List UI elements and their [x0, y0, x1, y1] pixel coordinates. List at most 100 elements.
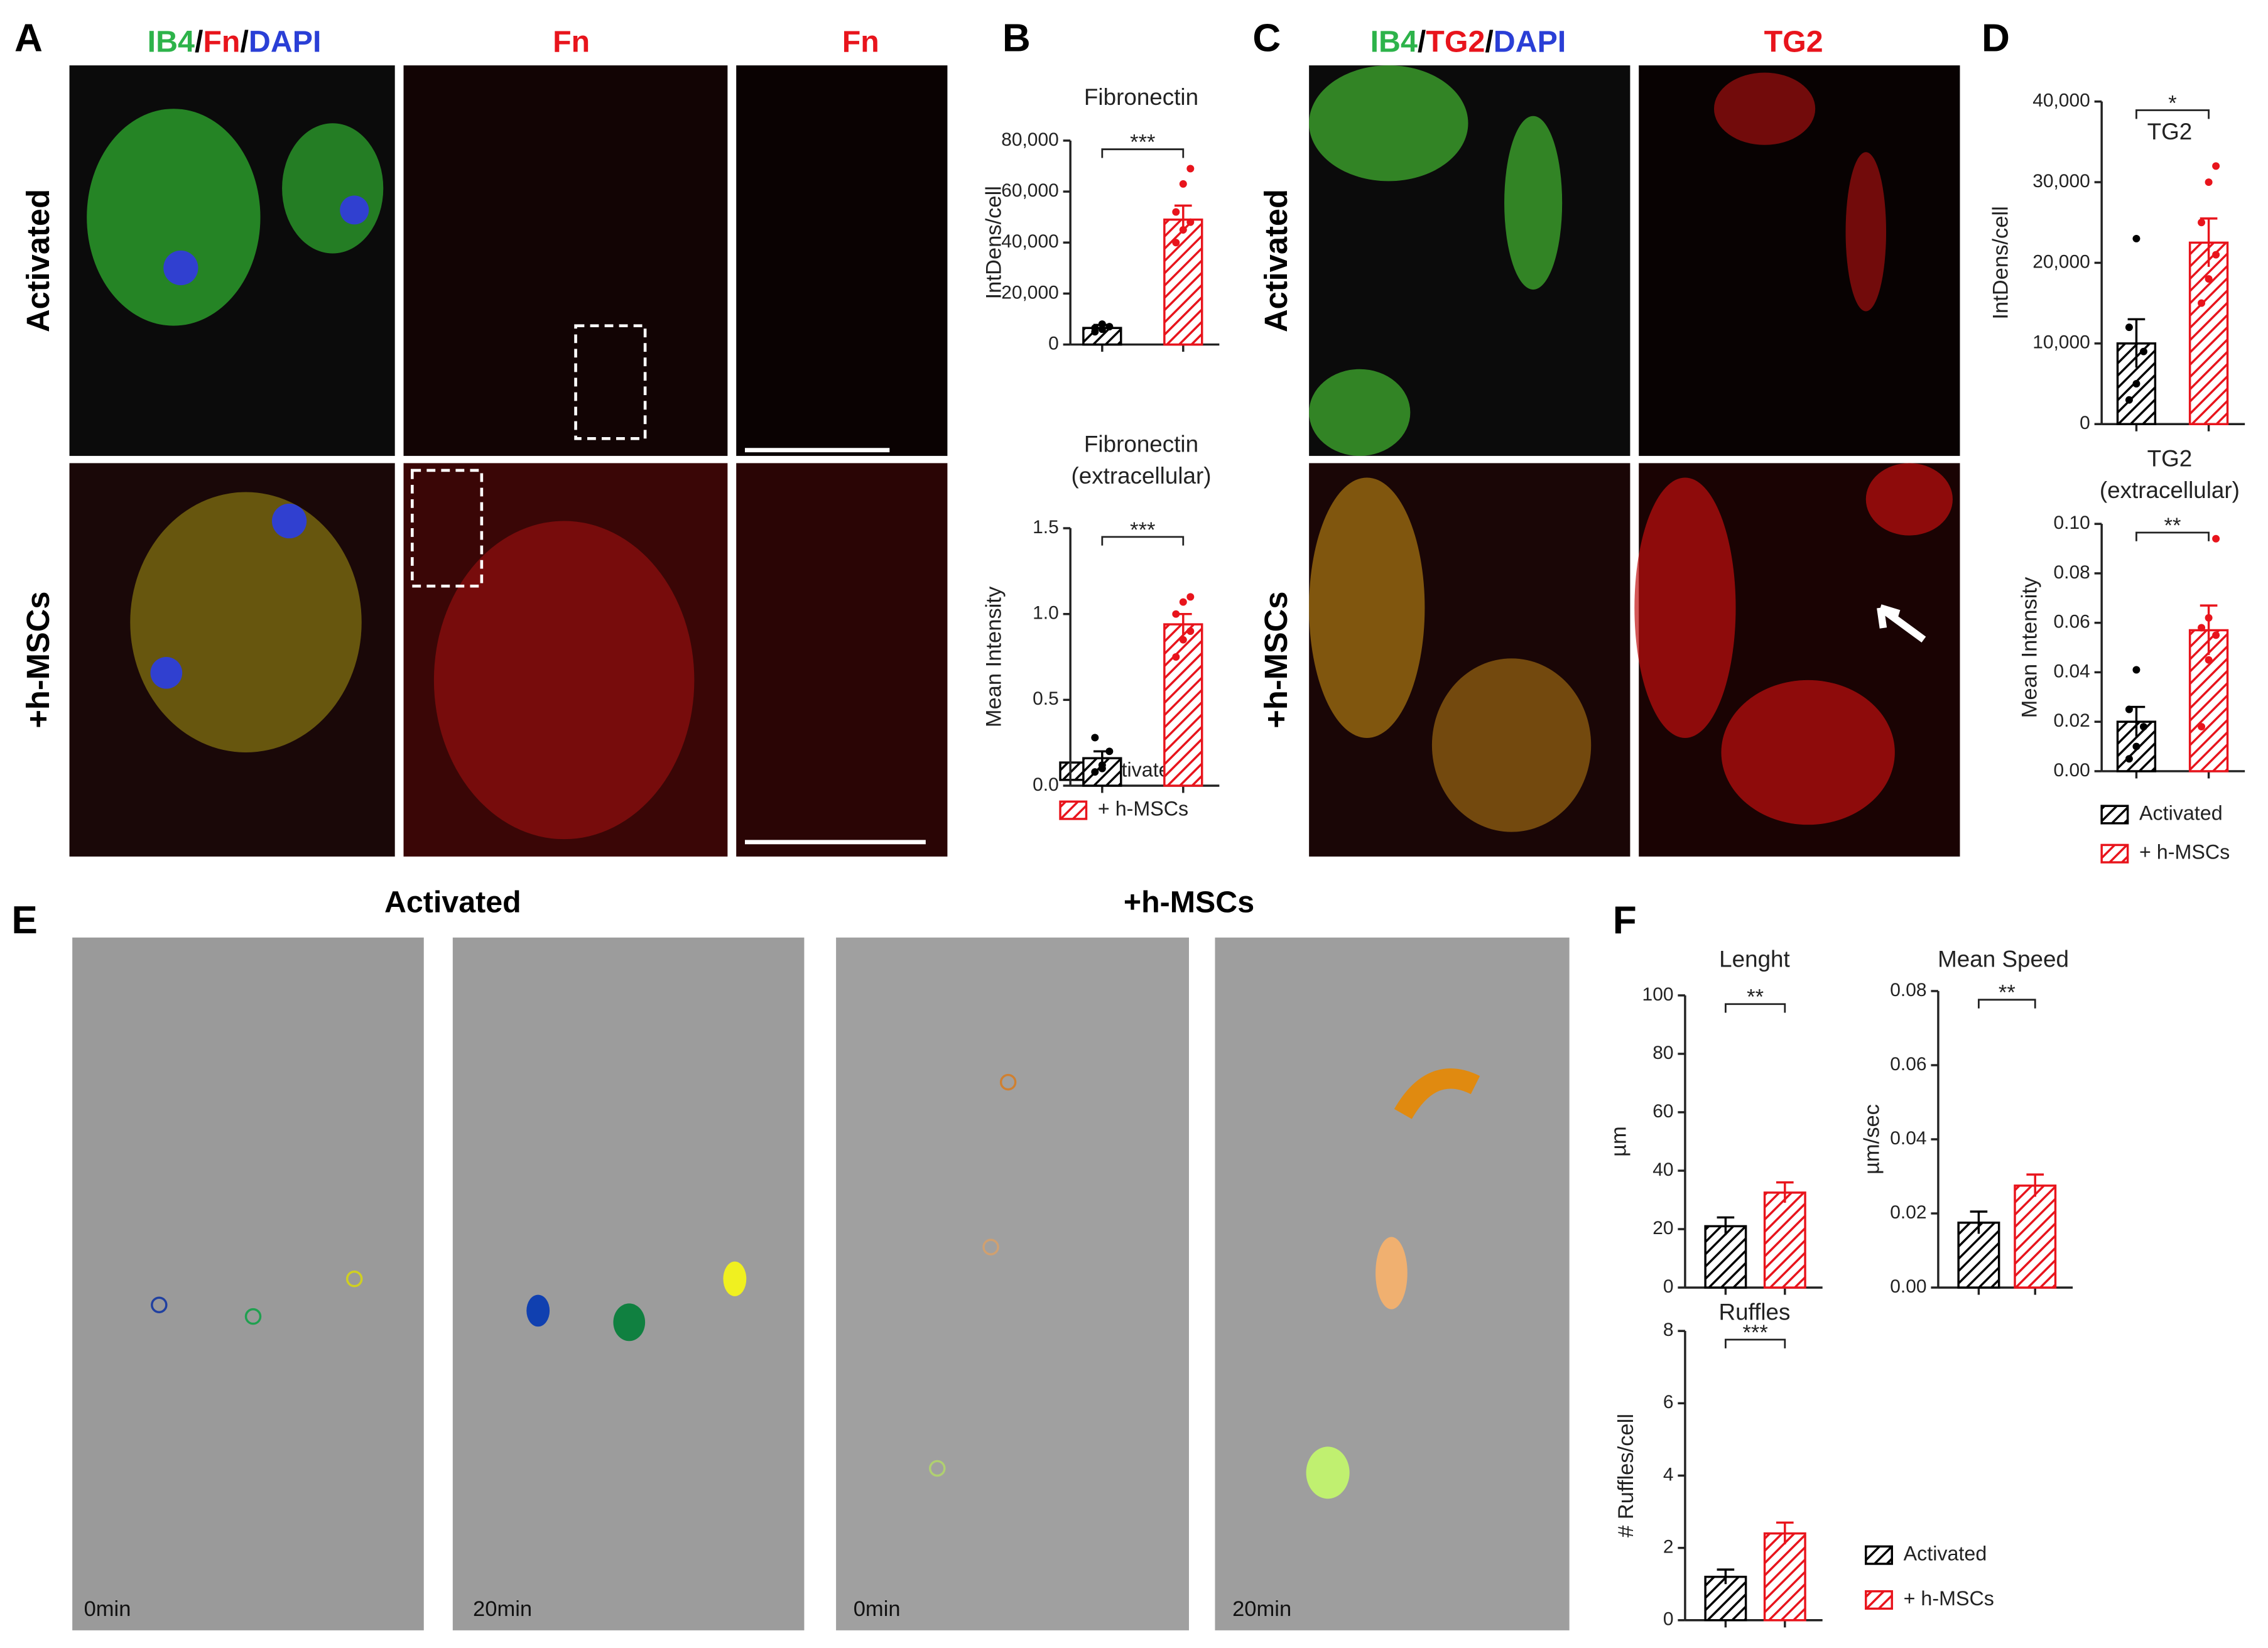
data-point	[1105, 747, 1114, 756]
chart-title: TG2	[2147, 119, 2193, 144]
data-point	[2198, 219, 2206, 227]
data-point	[2212, 534, 2220, 543]
data-point	[2132, 380, 2140, 388]
y-tick-label: 0.08	[1890, 980, 1926, 1000]
panel-letter: D	[1982, 16, 2010, 60]
chart-title: Lenght	[1719, 946, 1790, 972]
y-tick-label: 0.08	[2053, 562, 2090, 583]
data-point	[1098, 764, 1106, 772]
y-tick-label: 8	[1663, 1320, 1674, 1340]
cell	[1309, 65, 1468, 182]
data-point	[1105, 323, 1114, 331]
cell	[1431, 658, 1592, 832]
track	[1394, 1068, 1480, 1120]
bar	[2188, 241, 2229, 425]
legend-swatch	[1059, 800, 1088, 820]
cell	[1634, 477, 1736, 738]
y-tick-label: 0.00	[2053, 760, 2090, 781]
micrograph	[452, 937, 805, 1630]
track	[1306, 1446, 1350, 1499]
data-point	[2212, 162, 2220, 170]
inset-box	[574, 324, 647, 440]
significance-label: ***	[1130, 518, 1155, 542]
error-bar	[1717, 1216, 1735, 1235]
y-tick-label: 0.5	[1033, 688, 1059, 709]
y-tick-label: 20,000	[2032, 251, 2090, 272]
significance-label: ***	[1130, 131, 1155, 154]
legend-label: + h-MSCs	[2139, 841, 2230, 864]
y-tick-label: 20,000	[1001, 282, 1059, 303]
significance-bracket	[1101, 536, 1185, 546]
y-tick-label: 0	[1663, 1276, 1674, 1297]
header-part: /	[1418, 24, 1426, 58]
data-point	[1179, 225, 1187, 234]
micrograph	[836, 937, 1190, 1630]
chart-title: Ruffles	[1718, 1299, 1790, 1325]
y-axis-label: Mean Intensity	[2017, 577, 2041, 718]
y-tick-label: 40,000	[1001, 231, 1059, 252]
data-point	[1186, 627, 1195, 636]
legend-label: + h-MSCs	[1904, 1587, 1994, 1610]
y-tick-label: 0.00	[1890, 1276, 1926, 1297]
legend-label: Activated	[1904, 1542, 1987, 1565]
data-point	[2132, 742, 2140, 751]
cell	[1721, 680, 1895, 825]
data-point	[2205, 178, 2213, 187]
y-tick-label: 80	[1652, 1043, 1673, 1063]
error-bar	[2026, 1173, 2044, 1197]
panel-letter: B	[1002, 16, 1031, 60]
y-axis-label: IntDens/cell	[1989, 206, 2012, 319]
error-bar	[1776, 1521, 1794, 1544]
data-point	[1172, 208, 1180, 216]
cell	[1713, 72, 1816, 145]
bar	[1763, 1532, 1806, 1622]
significance-bracket	[1725, 1338, 1786, 1348]
header-part: /	[195, 24, 203, 58]
column-header: IB4/Fn/DAPI	[148, 24, 322, 58]
legend-swatch	[1059, 761, 1088, 781]
panel-letter: E	[11, 899, 37, 942]
cell	[1865, 463, 1953, 536]
y-tick-label: 4	[1663, 1464, 1674, 1485]
micrograph	[72, 937, 424, 1630]
data-point	[1172, 239, 1180, 247]
row-label: Activated	[1258, 189, 1294, 332]
data-point	[1179, 180, 1187, 188]
time-label: 20min	[473, 1597, 532, 1621]
y-axis-label: # Ruffles/cell	[1614, 1414, 1638, 1537]
row-label: +h-MSCs	[20, 592, 56, 729]
y-tick-label: 0.06	[2053, 612, 2090, 632]
bar	[1763, 1191, 1806, 1289]
significance-bracket	[2135, 109, 2210, 119]
significance-label: **	[1747, 985, 1764, 1009]
cell	[282, 123, 384, 254]
y-tick-label: 30,000	[2032, 171, 2090, 192]
panel-letter: F	[1613, 899, 1637, 942]
data-point	[2212, 631, 2220, 639]
y-tick-label: 0.10	[2053, 512, 2090, 533]
cell	[1504, 116, 1563, 290]
error-bar	[2200, 217, 2218, 267]
data-point	[2132, 234, 2140, 242]
nucleus	[163, 250, 198, 286]
legend-swatch	[2100, 805, 2129, 825]
y-axis-label: IntDens/cell	[982, 186, 1006, 299]
data-point	[1091, 324, 1099, 332]
error-bar	[1970, 1210, 1988, 1234]
y-tick-label: 0	[2080, 413, 2090, 433]
data-point	[2132, 666, 2140, 674]
micrographs	[69, 65, 1960, 1630]
y-tick-label: 0.06	[1890, 1054, 1926, 1075]
group-label: +h-MSCs	[1124, 886, 1254, 919]
track	[526, 1294, 550, 1327]
significance-label: *	[2168, 91, 2176, 115]
group-label: Activated	[384, 886, 521, 919]
data-point	[1186, 218, 1195, 226]
error-bar	[1717, 1568, 1735, 1585]
cell	[87, 109, 261, 326]
data-point	[1172, 653, 1180, 661]
significance-label: **	[2164, 514, 2181, 538]
header-part: Fn	[203, 24, 240, 58]
legend-label: + h-MSCs	[1098, 798, 1188, 820]
